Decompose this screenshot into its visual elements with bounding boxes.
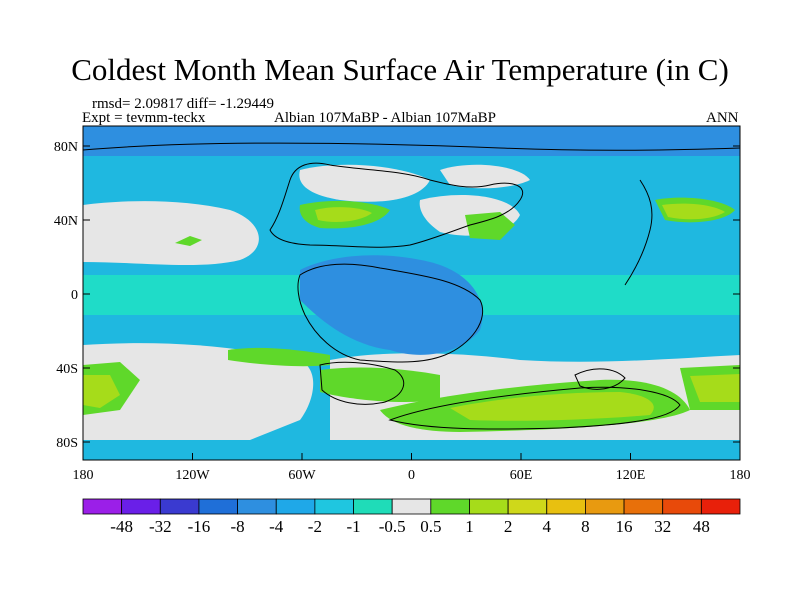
colorbar-label: -0.5 [379, 517, 406, 536]
colorbar-label: 4 [543, 517, 552, 536]
axis-ticks [82, 145, 741, 460]
colorbar-swatch [159, 498, 200, 515]
lon-tick-180e: 180 [730, 468, 751, 483]
colorbar-label: -4 [269, 517, 284, 536]
asia-east-coastline [624, 179, 653, 286]
colorbar-swatch [237, 498, 277, 515]
south-atlantic-warm-strip [228, 347, 330, 367]
chart-title: Coldest Month Mean Surface Air Temperatu… [71, 52, 729, 87]
lon-tick-60e: 60E [510, 468, 533, 483]
north-pacific-neutral [83, 201, 259, 266]
colorbar-swatch [121, 498, 161, 515]
stats-label: rmsd= 2.09817 diff= -1.29449 [92, 96, 275, 112]
colorbar [82, 498, 741, 515]
colorbar-label: 16 [616, 517, 633, 536]
colorbar-swatch [430, 498, 470, 515]
colorbar-swatch [662, 498, 702, 515]
season-label: ANN [706, 110, 739, 126]
experiment-label: Expt = tevmm-teckx [82, 110, 206, 126]
south-pacific-neutral [83, 343, 314, 440]
colorbar-label: 32 [654, 517, 671, 536]
colorbar-label: -16 [188, 517, 211, 536]
colorbar-label: -32 [149, 517, 172, 536]
lon-tick-120e: 120E [616, 468, 646, 483]
colorbar-swatch [314, 498, 354, 515]
lat-tick-40s: 40S [56, 362, 78, 377]
colorbar-swatch [391, 498, 432, 515]
colorbar-swatch [275, 498, 316, 515]
colorbar-label: 48 [693, 517, 710, 536]
lon-tick-120w: 120W [175, 468, 210, 483]
lon-tick-60w: 60W [288, 468, 316, 483]
colorbar-label: 1 [465, 517, 474, 536]
colorbar-swatch [469, 498, 509, 515]
antarctica-coastline [388, 386, 681, 430]
arctic-coastline [83, 142, 740, 151]
east-asia-warm-core [662, 203, 725, 220]
australia-coastline [574, 368, 626, 390]
laurasia-coastline [269, 162, 523, 248]
colorbar-swatch [700, 498, 741, 515]
south-america-coastline [319, 361, 405, 405]
south-america-warm [320, 367, 440, 403]
lat-tick-80n: 80N [54, 140, 78, 155]
pacific-warm-patch [175, 236, 202, 246]
colorbar-label: -2 [308, 517, 322, 536]
lat-tick-0: 0 [71, 288, 78, 303]
colorbar-swatch [546, 498, 586, 515]
colorbar-label: 0.5 [420, 517, 441, 536]
coastlines [83, 142, 740, 430]
colorbar-label: -8 [231, 517, 245, 536]
colorbar-swatch [585, 498, 625, 515]
arctic-cold-band [83, 126, 740, 156]
lon-tick-0: 0 [408, 468, 415, 483]
europe-warm [465, 212, 515, 240]
lon-tick-180w: 180 [73, 468, 94, 483]
lat-tick-40n: 40N [54, 214, 78, 229]
contour-field [83, 126, 740, 460]
colorbar-label: -48 [110, 517, 133, 536]
south-pacific-warm-core-west [83, 375, 120, 408]
lat-tick-80s: 80S [56, 436, 78, 451]
gondwana-coastline [297, 263, 484, 363]
colorbar-swatch [82, 498, 123, 515]
colorbar-swatch [198, 498, 238, 515]
colorbar-label: -1 [346, 517, 360, 536]
south-pacific-warm-core-east [690, 374, 740, 402]
colorbar-swatch [353, 498, 393, 515]
comparison-label: Albian 107MaBP - Albian 107MaBP [274, 110, 496, 126]
siberia-neutral [440, 164, 530, 189]
colorbar-labels: -48 -32 -16 -8 -4 -2 -1 -0.5 0.5 1 2 4 8 16 32 48 [110, 517, 710, 536]
north-america-neutral [299, 164, 430, 202]
colorbar-swatch [623, 498, 664, 515]
colorbar-label: 8 [581, 517, 590, 536]
southern-warm-core [450, 392, 654, 421]
north-america-warm-core [315, 207, 372, 222]
colorbar-label: 2 [504, 517, 513, 536]
gondwana-cold-interior [300, 255, 483, 355]
colorbar-swatch [507, 498, 548, 515]
